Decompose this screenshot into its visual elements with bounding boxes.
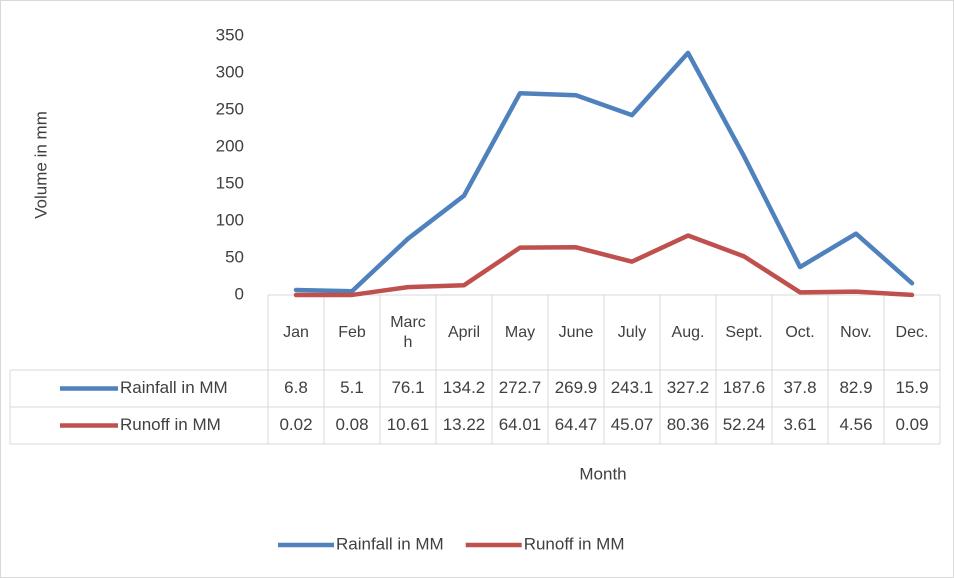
table-value: 4.56 (839, 415, 872, 434)
table-value: 80.36 (667, 415, 710, 434)
y-axis-title: Volume in mm (31, 111, 50, 219)
table-value: 187.6 (723, 378, 766, 397)
table-value: 0.09 (895, 415, 928, 434)
x-tick-label: Jan (283, 323, 309, 341)
x-tick-label: May (504, 323, 536, 341)
table-row-label: Rainfall in MM (120, 378, 228, 397)
table-value: 64.47 (555, 415, 598, 434)
table-value: 64.01 (499, 415, 542, 434)
table-value: 3.61 (783, 415, 816, 434)
table-value: 0.02 (279, 415, 312, 434)
x-tick-label: Sept. (725, 323, 763, 341)
x-tick-label: Aug. (671, 323, 705, 341)
table-value: 37.8 (783, 378, 816, 397)
y-tick-label: 200 (216, 136, 244, 155)
table-value: 5.1 (340, 378, 364, 397)
y-tick-label: 350 (216, 25, 244, 44)
y-tick-label: 250 (216, 99, 244, 118)
y-tick-label: 50 (225, 247, 244, 266)
legend-label: Rainfall in MM (336, 534, 444, 553)
table-value: 45.07 (611, 415, 654, 434)
table-value: 134.2 (443, 378, 486, 397)
table-value: 0.08 (335, 415, 368, 434)
table-value: 13.22 (443, 415, 486, 434)
y-tick-label: 0 (235, 284, 244, 303)
y-tick-label: 150 (216, 173, 244, 192)
table-value: 327.2 (667, 378, 710, 397)
y-tick-label: 300 (216, 62, 244, 81)
table-value: 6.8 (284, 378, 308, 397)
y-tick-label: 100 (216, 210, 244, 229)
table-value: 272.7 (499, 378, 542, 397)
table-value: 269.9 (555, 378, 598, 397)
x-tick-label: Feb (338, 323, 366, 341)
x-tick-label: June (558, 323, 594, 341)
x-tick-label: Nov. (840, 323, 872, 341)
table-value: 15.9 (895, 378, 928, 397)
table-value: 82.9 (839, 378, 872, 397)
table-row-label: Runoff in MM (120, 415, 221, 434)
table-value: 52.24 (723, 415, 766, 434)
x-tick-label: April (447, 323, 480, 341)
x-tick-label: Oct. (785, 323, 815, 341)
table-value: 10.61 (387, 415, 430, 434)
series-line (293, 50, 915, 294)
x-tick-label: March (390, 313, 426, 351)
table-value: 76.1 (391, 378, 424, 397)
x-tick-label: July (617, 323, 647, 341)
series-line (293, 233, 915, 298)
x-tick-label: Dec. (895, 323, 929, 341)
x-axis-title: Month (579, 464, 626, 483)
legend-label: Runoff in MM (524, 534, 625, 553)
table-value: 243.1 (611, 378, 654, 397)
